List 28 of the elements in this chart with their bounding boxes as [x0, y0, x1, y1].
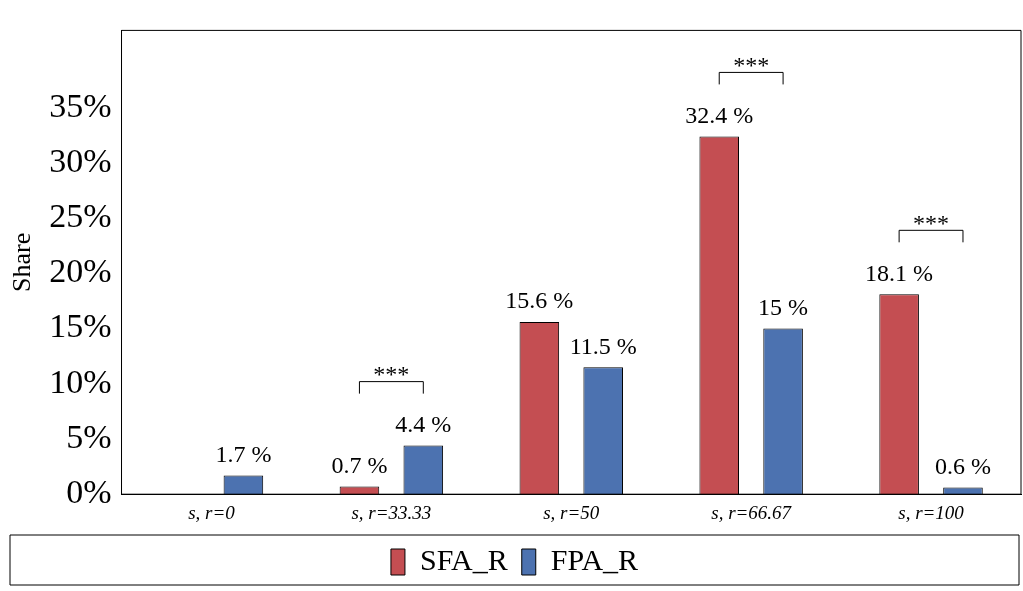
data-label: 0.7 %	[331, 451, 388, 478]
x-tick-label: s, r=100	[898, 501, 965, 523]
data-label: 4.4 %	[395, 410, 452, 437]
legend-label: FPA_R	[550, 542, 639, 576]
data-label: 18.1 %	[865, 259, 934, 286]
x-tick-label: s, r=66.67	[711, 501, 793, 523]
y-tick-label: 25%	[49, 197, 112, 235]
y-tick-label: 35%	[49, 86, 112, 124]
y-tick-label: 10%	[49, 362, 112, 400]
data-label: 15 %	[758, 293, 809, 320]
x-tick-label: s, r=0	[188, 501, 236, 523]
y-tick-label: 0%	[66, 473, 112, 511]
y-tick-label: 20%	[49, 252, 112, 290]
x-tick-label: s, r=50	[543, 501, 600, 523]
annotation: ***	[733, 51, 770, 78]
data-label: 32.4 %	[685, 101, 754, 128]
annotation: ***	[373, 360, 410, 387]
data-label: 1.7 %	[215, 440, 272, 467]
y-tick-label: 15%	[49, 307, 112, 345]
x-tick-label: s, r=33.33	[351, 501, 432, 523]
annotation: ***	[913, 209, 950, 236]
legend-label: SFA_R	[419, 542, 508, 576]
data-label: 0.6 %	[934, 452, 991, 479]
y-axis-title: Share	[7, 232, 37, 292]
y-tick-label: 5%	[66, 417, 112, 455]
y-tick-label: 30%	[49, 141, 112, 179]
data-label: 15.6 %	[505, 287, 574, 314]
data-label: 11.5 %	[569, 332, 637, 359]
